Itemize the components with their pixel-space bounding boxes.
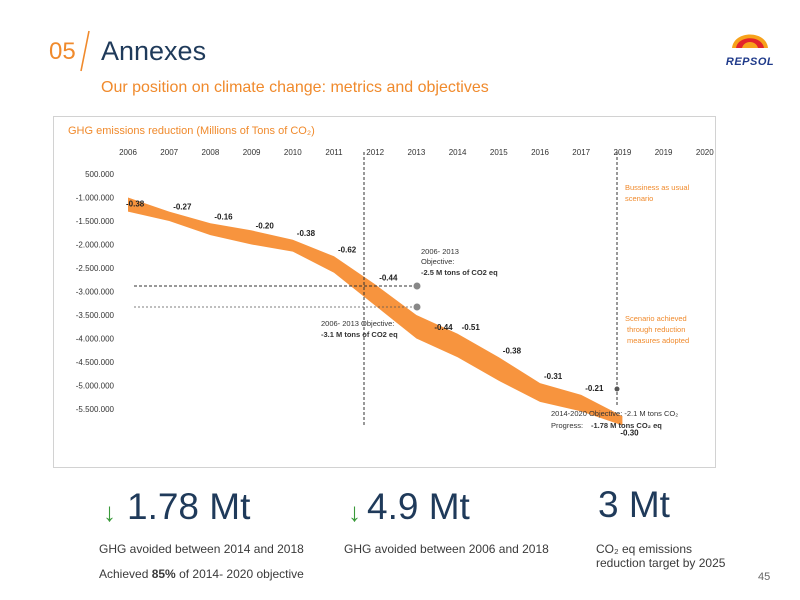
data-label: -0.21 [585,384,604,393]
progress-value: -1.78 M tons CO₂ eq [591,421,662,430]
data-label: -0.38 [503,346,522,355]
x-tick-label: 2013 [408,148,426,157]
y-tick-label: -1.000.000 [76,194,115,203]
x-tick-label: 2016 [531,148,549,157]
metric-2-value: 4.9 Mt [367,486,470,527]
metric-3-value: 3 Mt [598,484,670,525]
data-label: -0.16 [214,212,233,221]
section-title: Annexes [101,36,207,66]
y-tick-label: -3.000.000 [76,288,115,297]
objective-a-marker [413,282,421,290]
data-label: -0.27 [173,203,192,212]
x-tick-label: 2010 [284,148,302,157]
down-arrow-icon: ↓ [348,497,361,527]
data-label: -0.51 [462,323,481,332]
x-tick-label: 2011 [325,148,343,157]
bau-line1: Bussiness as usual [625,183,690,192]
x-tick-label: 2019 [655,148,673,157]
data-label: -0.38 [126,200,145,209]
data-label: -0.44 [379,273,398,282]
y-tick-label: -4.000.000 [76,335,115,344]
data-label: -0.44 [434,323,453,332]
obj-2014-2020: 2014-2020 Objective: -2.1 M tons CO₂ [551,409,678,418]
y-tick-label: -3.500.000 [76,311,115,320]
x-tick-label: 2007 [160,148,178,157]
x-tick-label: 2012 [366,148,384,157]
data-label: -0.62 [338,245,357,254]
section-slash [80,30,90,72]
x-tick-label: 2019 [614,148,632,157]
obj-a-line3: -2.5 M tons of CO2 eq [421,268,498,277]
metric-2-line1: GHG avoided between 2006 and 2018 [344,542,549,556]
ghg-chart: GHG emissions reduction (Millions of Ton… [68,125,714,437]
y-tick-label: -2.000.000 [76,241,115,250]
metric-3-line2: reduction target by 2025 [596,556,726,570]
x-tick-label: 2017 [572,148,590,157]
objective-2020-marker [614,386,620,392]
data-label: -0.20 [256,221,275,230]
ghg-chart-frame: GHG emissions reduction (Millions of Ton… [53,116,716,468]
objective-b-marker [413,303,421,311]
section-number: 05 [49,38,76,65]
x-tick-label: 2008 [202,148,220,157]
bau-line2: scenario [625,194,653,203]
data-label: -0.30 [620,428,639,437]
metric-3-line1: CO₂ eq emissions [596,542,693,556]
achieved-line3: measures adopted [627,336,689,345]
metric-1-line1: GHG avoided between 2014 and 2018 [99,542,304,556]
x-tick-label: 2009 [243,148,261,157]
metric-1-value: 1.78 Mt [127,486,251,527]
emissions-band [128,197,623,426]
y-tick-label: 500.000 [85,170,114,179]
achieved-line2: through reduction [627,325,685,334]
x-tick-label: 2020 [696,148,714,157]
y-tick-label: -5.000.000 [76,382,115,391]
obj-a-line1: 2006- 2013 [421,247,459,256]
y-tick-label: -4.500.000 [76,358,115,367]
progress-label: Progress: [551,421,583,430]
obj-a-line2: Objective: [421,257,454,266]
y-tick-label: -5.500.000 [76,405,115,414]
achieved-line1: Scenario achieved [625,314,687,323]
repsol-logo-icon [732,34,768,48]
data-label: -0.31 [544,372,563,381]
x-tick-label: 2006 [119,148,137,157]
page-subtitle: Our position on climate change: metrics … [101,79,489,96]
x-tick-label: 2015 [490,148,508,157]
obj-b-line1: 2006- 2013 Objective: [321,319,394,328]
obj-b-line2: -3.1 M tons of CO2 eq [321,330,398,339]
y-tick-label: -2.500.000 [76,264,115,273]
data-label: -0.38 [297,229,316,238]
y-tick-label: -1.500.000 [76,217,115,226]
repsol-logo-text: REPSOL [725,56,775,68]
page-number: 45 [758,571,771,583]
down-arrow-icon: ↓ [103,497,116,527]
chart-title: GHG emissions reduction (Millions of Ton… [68,125,315,137]
metric-1-line2: Achieved 85% of 2014- 2020 objective [99,567,304,581]
x-tick-label: 2014 [449,148,467,157]
